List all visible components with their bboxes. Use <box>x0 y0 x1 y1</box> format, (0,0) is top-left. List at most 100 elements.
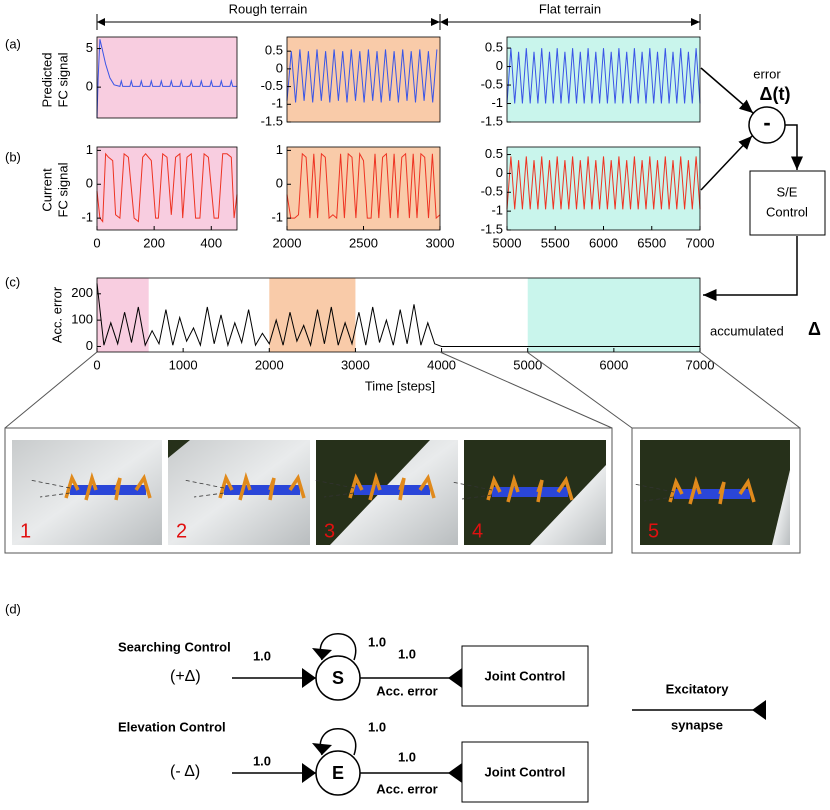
weight-label: 1.0 <box>368 634 386 649</box>
snapshot-number: 1 <box>20 520 31 542</box>
x-tick-label: 400 <box>200 235 222 250</box>
output-label: Acc. error <box>376 781 437 796</box>
weight-label: 1.0 <box>368 719 386 734</box>
network-elevation: Elevation Control (- Δ) 1.0 E 1.0 1.0 Ac… <box>118 719 589 803</box>
x-tick-label: 5500 <box>541 235 570 250</box>
x-tick-label: 4000 <box>427 357 456 372</box>
network-input: (- Δ) <box>170 763 200 780</box>
y-axis-label: Acc. error <box>49 286 64 343</box>
y-tick-label: -1 <box>81 210 93 225</box>
signal-line <box>506 156 701 210</box>
target-label: Joint Control <box>485 764 566 779</box>
x-tick-label: 7000 <box>686 357 715 372</box>
flow-label: S/E <box>777 184 798 199</box>
signal-line <box>286 152 441 220</box>
x-tick-label: 5000 <box>493 235 522 250</box>
signal-line <box>96 152 238 223</box>
x-tick-label: 1000 <box>169 357 198 372</box>
panel-label: (b) <box>5 149 21 164</box>
y-tick-label: 100 <box>71 312 93 327</box>
signal-line <box>96 39 237 119</box>
snapshots <box>4 351 801 554</box>
x-tick-label: 6000 <box>589 235 618 250</box>
plot-frame <box>506 36 701 123</box>
weight-label: 1.0 <box>398 646 416 661</box>
y-tick-label: 0.5 <box>265 43 283 58</box>
weight-label: 1.0 <box>253 753 271 768</box>
signal-line <box>286 49 438 103</box>
x-tick-label: 6500 <box>637 235 666 250</box>
network-search: Searching Control (+Δ) 1.0 S 1.0 1.0 Acc… <box>118 633 589 707</box>
y-axis-label: Predicted <box>39 53 54 108</box>
flow-label: Control <box>766 204 808 219</box>
flow-label: Δ(t) <box>760 84 791 104</box>
terrain-region <box>527 278 700 352</box>
y-tick-label: 0 <box>86 79 93 94</box>
x-tick-label: 200 <box>143 235 165 250</box>
target-label: Joint Control <box>485 668 566 683</box>
terrain-region <box>269 278 356 352</box>
y-tick-label: -1.5 <box>481 221 503 236</box>
y-axis-label: Current <box>39 168 54 212</box>
y-tick-label: -1 <box>271 96 283 111</box>
x-tick-label: 2500 <box>349 235 378 250</box>
plot-frame <box>96 146 238 231</box>
charts: 05 0.50-0.5-1-1.50.50-0.5-1-1.510-10 200 40… <box>71 36 715 372</box>
x-axis-label: Time [steps] <box>365 378 435 393</box>
network-input: (+Δ) <box>170 668 201 685</box>
y-tick-label: -0.5 <box>481 76 503 91</box>
y-tick-label: 5 <box>86 40 93 55</box>
y-tick-label: -1 <box>271 210 283 225</box>
y-tick-label: -1.5 <box>481 113 503 128</box>
snapshot-number: 2 <box>176 520 187 542</box>
plot-frame <box>96 277 701 353</box>
x-tick-label: 7000 <box>686 235 715 250</box>
flow-label: Δ <box>808 319 821 339</box>
flow-label: accumulated <box>710 323 784 338</box>
snapshot-number: 4 <box>472 520 483 542</box>
y-tick-label: -0.5 <box>261 78 283 93</box>
flow-diagram: error Δ(t) - S/E Control accumulated Δ <box>700 66 826 339</box>
header-label: Rough terrain <box>229 1 308 16</box>
plot-background <box>287 37 440 122</box>
y-tick-label: 0 <box>86 176 93 191</box>
x-tick-label: 3000 <box>341 357 370 372</box>
y-tick-label: 1 <box>276 142 283 157</box>
y-tick-label: -0.5 <box>481 184 503 199</box>
neuron-label: S <box>332 668 344 688</box>
synapse-legend: Excitatory synapse <box>632 681 766 732</box>
panel-label: (d) <box>5 601 21 616</box>
y-tick-label: -1 <box>491 203 503 218</box>
panel-label: (c) <box>5 274 20 289</box>
panel-label: (a) <box>5 36 21 51</box>
network-title: Elevation Control <box>118 719 226 734</box>
x-tick-label: 3000 <box>426 235 455 250</box>
y-tick-label: 200 <box>71 285 93 300</box>
output-label: Acc. error <box>376 683 437 698</box>
y-tick-label: 0.5 <box>485 146 503 161</box>
x-tick-label: 5000 <box>513 357 542 372</box>
x-tick-label: 0 <box>93 357 100 372</box>
terrain-header: Rough terrain Flat terrain <box>96 1 701 30</box>
snapshot-images: 1 2 3 4 5 <box>12 440 790 545</box>
y-tick-label: -1.5 <box>261 113 283 128</box>
y-tick-label: 0 <box>86 338 93 353</box>
x-tick-label: 2000 <box>255 357 284 372</box>
y-tick-label: -1 <box>491 95 503 110</box>
plot-frame <box>286 36 441 123</box>
x-tick-label: 0 <box>93 235 100 250</box>
y-tick-label: 0 <box>276 176 283 191</box>
neuron-label: E <box>332 763 344 783</box>
y-tick-label: 0.5 <box>485 40 503 55</box>
signal-line <box>96 283 700 348</box>
signal-line <box>506 48 701 104</box>
y-axis-label: FC signal <box>55 52 70 107</box>
snapshot-number: 3 <box>324 520 335 542</box>
y-axis-label: FC signal <box>55 162 70 217</box>
header-label: Flat terrain <box>539 1 601 16</box>
legend-label: synapse <box>671 717 723 732</box>
x-tick-label: 6000 <box>599 357 628 372</box>
weight-label: 1.0 <box>253 648 271 663</box>
plot-background <box>97 37 237 118</box>
